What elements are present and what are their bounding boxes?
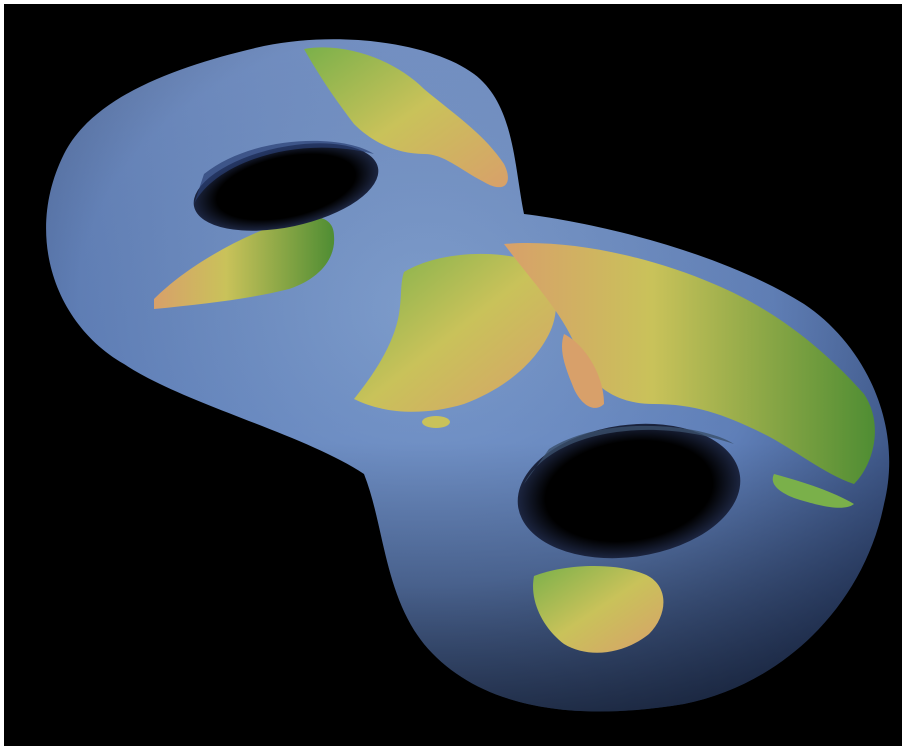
upper-hole-inner-wall xyxy=(194,140,374,204)
double-torus-illustration xyxy=(46,39,890,712)
image-frame xyxy=(4,4,902,746)
landmass-australia xyxy=(533,565,664,653)
landmass-madagascar xyxy=(422,416,450,428)
landmass-islands xyxy=(772,474,854,508)
lower-hole-inner-wall xyxy=(524,425,734,484)
landmass-south-america xyxy=(154,216,335,309)
upper-hole xyxy=(193,143,379,231)
landmass-india xyxy=(561,334,604,408)
lower-hole xyxy=(517,423,741,559)
landmass-africa xyxy=(354,253,556,412)
landmass-asia xyxy=(504,243,875,484)
landmass-north-america xyxy=(304,47,508,188)
